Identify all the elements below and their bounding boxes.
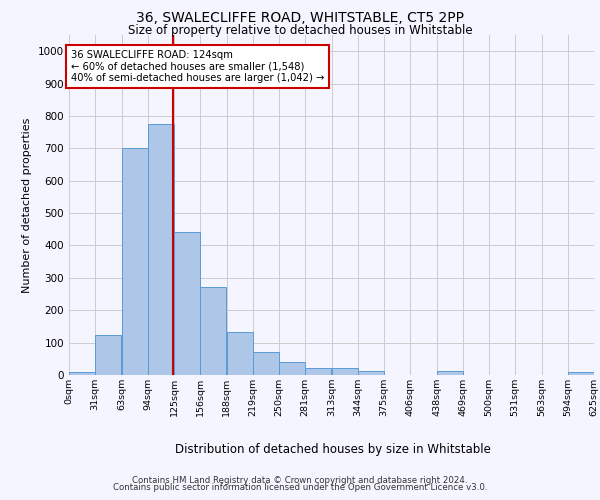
Bar — [568, 372, 594, 375]
Bar — [69, 372, 95, 375]
Bar — [279, 362, 305, 375]
Bar — [253, 352, 279, 375]
Bar — [174, 232, 200, 375]
Bar — [122, 148, 148, 375]
Bar — [305, 368, 331, 375]
Bar — [332, 368, 358, 375]
Bar — [148, 124, 174, 375]
Bar — [227, 332, 253, 375]
Text: 36, SWALECLIFFE ROAD, WHITSTABLE, CT5 2PP: 36, SWALECLIFFE ROAD, WHITSTABLE, CT5 2P… — [136, 11, 464, 25]
Text: Distribution of detached houses by size in Whitstable: Distribution of detached houses by size … — [175, 442, 491, 456]
Bar — [358, 371, 384, 375]
Text: Size of property relative to detached houses in Whitstable: Size of property relative to detached ho… — [128, 24, 472, 37]
Text: 36 SWALECLIFFE ROAD: 124sqm
← 60% of detached houses are smaller (1,548)
40% of : 36 SWALECLIFFE ROAD: 124sqm ← 60% of det… — [71, 50, 324, 83]
Bar — [437, 371, 463, 375]
Y-axis label: Number of detached properties: Number of detached properties — [22, 118, 32, 292]
Text: Contains HM Land Registry data © Crown copyright and database right 2024.: Contains HM Land Registry data © Crown c… — [132, 476, 468, 485]
Text: Contains public sector information licensed under the Open Government Licence v3: Contains public sector information licen… — [113, 484, 487, 492]
Bar — [200, 286, 226, 375]
Bar — [95, 334, 121, 375]
